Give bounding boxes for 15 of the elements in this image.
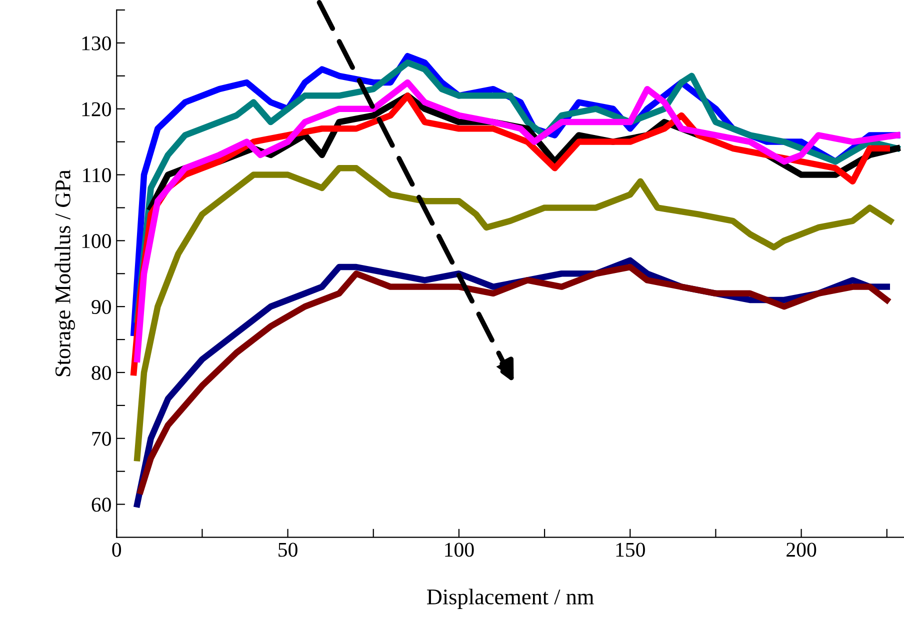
y-tick-label: 90 — [92, 300, 111, 314]
y-tick-label: 60 — [92, 498, 111, 512]
x-tick-label: 100 — [445, 542, 474, 557]
x-tick-label: 0 — [112, 542, 122, 557]
x-tick-label: 200 — [786, 542, 816, 557]
y-tick-label: 70 — [92, 432, 111, 446]
y-tick-label: 110 — [83, 168, 111, 182]
x-tick-label: 150 — [616, 542, 645, 557]
y-tick-label: 80 — [92, 366, 111, 380]
x-axis-title: Displacement / nm — [427, 588, 594, 609]
y-axis-title: Storage Modulus / GPa — [54, 170, 75, 376]
x-tick-label: 50 — [278, 542, 298, 557]
y-tick-label: 120 — [82, 102, 111, 116]
y-tick-label: 130 — [82, 36, 111, 50]
y-tick-label: 100 — [82, 234, 111, 248]
